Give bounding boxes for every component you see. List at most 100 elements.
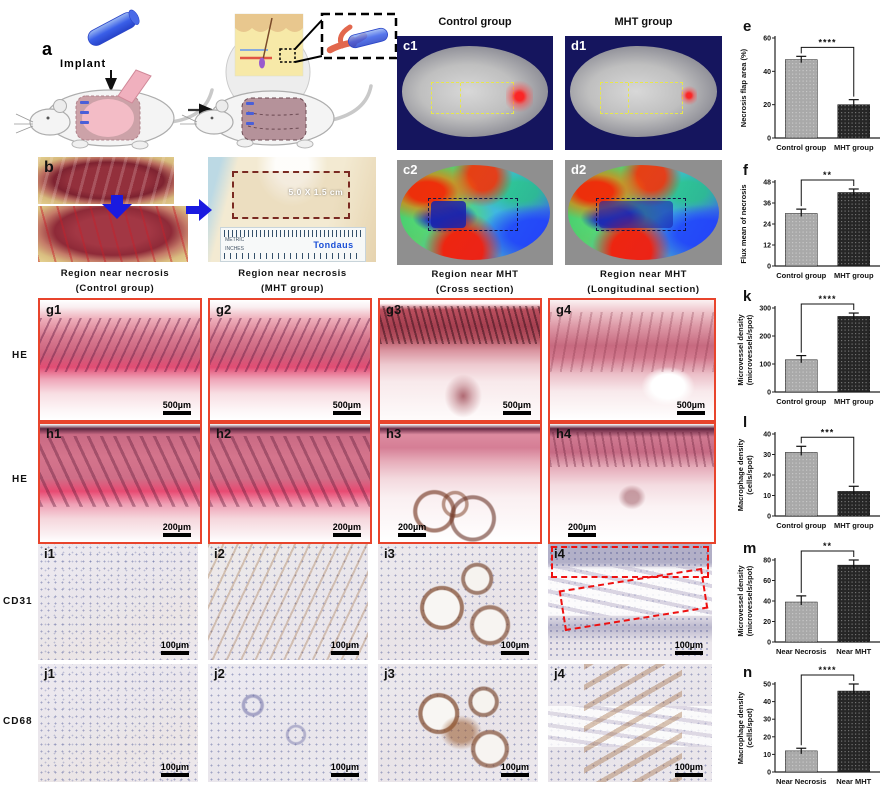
panel-c1-laser-image: c1 xyxy=(397,36,553,150)
svg-text:0: 0 xyxy=(767,770,771,777)
chart-m: m 0 20 40 60 80 Microvessel density (microvesse… xyxy=(735,540,886,666)
roi-dashed-rect xyxy=(599,81,684,115)
svg-text:Microvessel density: Microvessel density xyxy=(736,565,745,637)
svg-text:****: **** xyxy=(818,666,836,675)
panel-g4: g4 500µm xyxy=(548,298,716,422)
chart-f-svg: 0 12 24 36 48 Flux mean of necrosis Control gr… xyxy=(739,170,880,280)
skin-cross-section-inset xyxy=(234,13,323,77)
panel-d2-caption: Region near MHT (Longitudinal section) xyxy=(587,269,700,295)
panel-letter: g4 xyxy=(556,302,572,317)
panel-letter: i2 xyxy=(214,546,225,561)
chart-l: l 0 10 20 30 40 Macrophage density (cells/spot)… xyxy=(735,414,886,540)
svg-text:0: 0 xyxy=(767,514,771,521)
flux-heatmap-blob xyxy=(400,165,550,260)
svg-text:60: 60 xyxy=(763,578,771,585)
chart-n: n 0 10 20 30 40 50 Macrophage density (cells/spo… xyxy=(735,664,886,796)
flap-size-label: 5.0 X 1.5 cm xyxy=(288,186,344,197)
panel-letter: i3 xyxy=(384,546,395,561)
panel-letter: j1 xyxy=(44,666,55,681)
panel-letter: j2 xyxy=(214,666,225,681)
svg-text:0: 0 xyxy=(767,136,771,143)
panel-g1: g1 500µm xyxy=(38,298,202,422)
chart-letter: e xyxy=(743,18,752,35)
scale-bar: 100µm xyxy=(160,762,189,777)
ruler-brand-label: Tondaus xyxy=(313,240,354,251)
svg-text:30: 30 xyxy=(763,717,771,724)
panel-a-letter: a xyxy=(42,39,53,59)
mht-group-header: MHT group xyxy=(614,16,673,28)
panel-b-photo-flap-top: b xyxy=(38,157,174,204)
ruler: METRIC Tondaus INCHES xyxy=(219,227,367,262)
svg-text:80: 80 xyxy=(763,558,771,565)
scale-bar: 500µm xyxy=(332,400,361,415)
svg-text:Control group: Control group xyxy=(776,397,826,406)
svg-text:10: 10 xyxy=(763,493,771,500)
svg-text:0: 0 xyxy=(767,390,771,397)
chart-m-svg: 0 20 40 60 80 Microvessel density (microvessel… xyxy=(736,541,880,656)
svg-text:20: 20 xyxy=(763,473,771,480)
panel-c1-letter: c1 xyxy=(403,38,418,53)
panel-letter: g1 xyxy=(46,302,62,317)
blue-down-arrow-icon xyxy=(102,195,132,219)
chart-letter: k xyxy=(743,288,752,305)
implant-label: Implant xyxy=(60,58,106,70)
panel-letter: h3 xyxy=(386,426,402,441)
necrosis-speckle xyxy=(506,78,533,115)
svg-text:Near MHT: Near MHT xyxy=(836,647,871,656)
chart-l-svg: 0 10 20 30 40 Macrophage density (cells/spot) C… xyxy=(736,427,880,530)
scale-bar: 100µm xyxy=(160,640,189,655)
panel-h4: h4 200µm xyxy=(548,422,716,544)
chart-k-svg: 0 100 200 300 Microvessel density (microvesse… xyxy=(736,294,880,406)
chart-e: e 0 20 40 60 Necrosis flap area (%) Control gr… xyxy=(735,18,886,162)
row-label-cd68: CD68 xyxy=(3,716,33,727)
panel-g2: g2 500µm xyxy=(208,298,372,422)
scale-bar: 100µm xyxy=(674,762,703,777)
scale-bar: 500µm xyxy=(162,400,191,415)
i4-annotation-rect xyxy=(551,546,710,579)
scale-bar: 200µm xyxy=(398,522,427,537)
svg-text:48: 48 xyxy=(763,180,771,187)
panel-j4: j4 100µm xyxy=(548,664,712,782)
panel-i1: i1 100µm xyxy=(38,544,198,660)
svg-text:20: 20 xyxy=(763,734,771,741)
panel-d1-laser-image: d1 xyxy=(565,36,722,150)
svg-text:0: 0 xyxy=(767,264,771,271)
panel-h3: h3 200µm xyxy=(378,422,542,544)
chart-letter: f xyxy=(743,162,748,179)
row-label-he-1: HE xyxy=(12,350,28,361)
blue-right-arrow-icon xyxy=(186,199,212,221)
panel-b-letter: b xyxy=(44,159,54,176)
implant-vessel-zoom-box xyxy=(320,12,398,60)
scale-bar: 200µm xyxy=(568,522,597,537)
svg-text:40: 40 xyxy=(763,69,771,76)
chart-f: f 0 12 24 36 48 Flux mean of necrosis Control g… xyxy=(735,162,886,290)
svg-text:24: 24 xyxy=(763,222,771,229)
svg-text:***: *** xyxy=(821,427,835,437)
scale-bar: 100µm xyxy=(330,762,359,777)
svg-text:40: 40 xyxy=(763,599,771,606)
panel-j2: j2 100µm xyxy=(208,664,368,782)
chart-e-svg: 0 20 40 60 Necrosis flap area (%) Control gro… xyxy=(739,36,880,152)
svg-text:****: **** xyxy=(818,294,836,304)
svg-text:**: ** xyxy=(823,542,832,551)
panel-d2-letter: d2 xyxy=(571,162,587,177)
panel-g3: g3 500µm xyxy=(378,298,542,422)
panel-b-caption-left: Region near necrosis (Control group) xyxy=(60,268,170,294)
panel-c2-caption: Region near MHT (Cross section) xyxy=(431,269,519,295)
chart-k: k 0 100 200 300 Microvessel density (microvess… xyxy=(735,288,886,416)
svg-text:Near Necrosis: Near Necrosis xyxy=(776,647,826,656)
implant-cylinder-icon xyxy=(87,9,140,46)
svg-text:40: 40 xyxy=(763,432,771,439)
panel-b-caption-right: Region near necrosis (MHT group) xyxy=(238,268,347,294)
roi-dashed-rect xyxy=(596,197,687,232)
scale-bar: 500µm xyxy=(676,400,705,415)
panel-b-photo-sutured-flap: 5.0 X 1.5 cm METRIC Tondaus INCHES xyxy=(208,157,376,262)
svg-text:100: 100 xyxy=(759,362,771,369)
panel-letter: h2 xyxy=(216,426,232,441)
mouse-1-illustration xyxy=(14,69,214,150)
svg-text:300: 300 xyxy=(759,306,771,313)
svg-text:40: 40 xyxy=(763,699,771,706)
scale-bar: 100µm xyxy=(500,640,529,655)
chart-n-svg: 0 10 20 30 40 50 Macrophage density (cells/spot… xyxy=(736,665,880,786)
